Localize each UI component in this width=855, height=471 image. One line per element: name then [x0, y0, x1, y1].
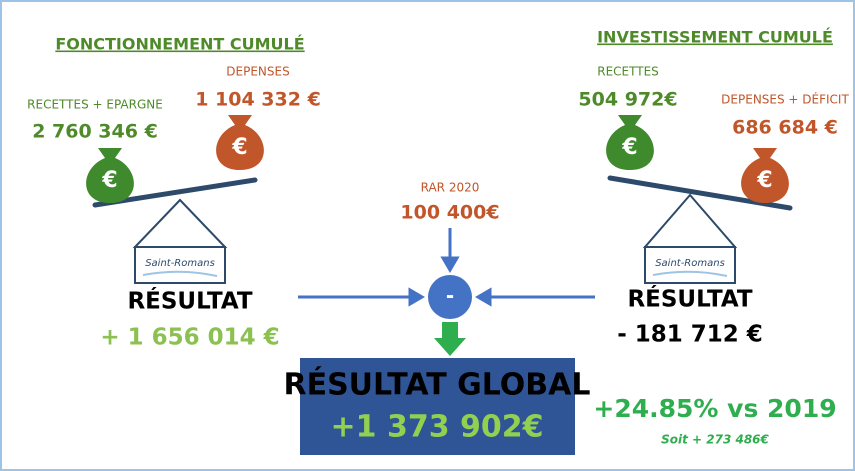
result-label: RÉSULTAT — [127, 287, 252, 315]
global-label: RÉSULTAT GLOBAL — [283, 367, 590, 403]
label: RECETTES — [597, 65, 659, 79]
result-label: RÉSULTAT — [627, 285, 752, 313]
label: RECETTES + EPARGNE — [27, 98, 163, 112]
label: DEPENSES — [226, 65, 289, 79]
amount: 2 760 346 € — [32, 121, 158, 143]
label: DEPENSES + DÉFICIT — [721, 92, 849, 107]
logo: Saint-Romans — [655, 258, 725, 269]
result-value: - 181 712 € — [617, 322, 763, 348]
currency-icon: € — [756, 168, 772, 193]
amount: 686 684 € — [732, 117, 838, 139]
change: +24.85% vs 2019 — [593, 394, 836, 423]
global-value: +1 373 902€ — [330, 410, 543, 445]
result-value: + 1 656 014 € — [100, 325, 279, 351]
currency-icon: € — [101, 168, 117, 193]
operator: - — [446, 284, 454, 308]
logo: Saint-Romans — [145, 258, 215, 269]
currency-icon: € — [231, 135, 247, 160]
currency-icon: € — [621, 135, 637, 160]
section-title: INVESTISSEMENT CUMULÉ — [597, 28, 833, 47]
infographic: FONCTIONNEMENT CUMULÉ RECETTES + EPARGNE… — [0, 0, 855, 471]
note: Soit + 273 486€ — [661, 433, 769, 447]
amount: 504 972€ — [578, 89, 677, 111]
amount: 100 400€ — [400, 202, 499, 224]
label: RAR 2020 — [421, 181, 480, 195]
section-title: FONCTIONNEMENT CUMULÉ — [55, 35, 304, 54]
amount: 1 104 332 € — [195, 89, 321, 111]
